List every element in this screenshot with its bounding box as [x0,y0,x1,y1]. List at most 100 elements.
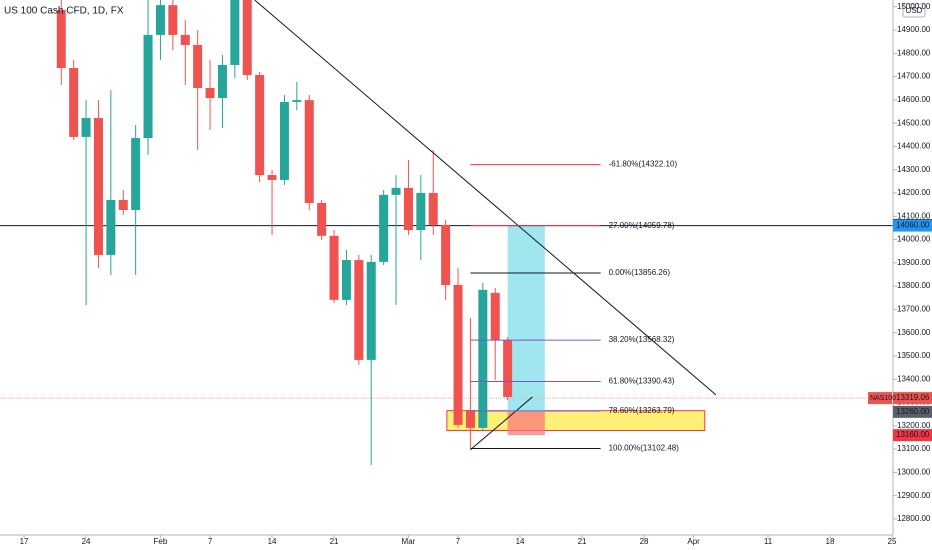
candle-body [279,101,289,180]
fib-label: 100.00%(13102.48) [609,444,680,453]
y-tick-label: 14800.00 [897,48,931,57]
price-label-box [893,219,932,232]
y-tick-label: 13700.00 [897,305,931,314]
fib-label: 61.80%(13390.43) [609,377,675,386]
y-tick-label: 14200.00 [897,188,931,197]
candle-body [317,203,327,236]
candle-body [391,187,401,195]
candle-body [441,224,451,285]
x-tick-label: 14 [516,537,525,546]
fib-label: -61.80%(14322.10) [609,160,678,169]
y-tick-label: 13800.00 [897,281,931,290]
candle-body [428,193,438,225]
y-tick-label: 14300.00 [897,165,931,174]
trendline [470,396,533,451]
candle-body [503,339,513,397]
price-label-box [893,429,932,442]
y-tick-label: 14500.00 [897,118,931,127]
y-tick-label: 14000.00 [897,235,931,244]
y-tick-label: 13200.00 [897,421,931,430]
candle-body [118,199,128,210]
candle-body [478,289,488,428]
x-tick-label: 7 [456,537,461,546]
candle-body [255,74,265,176]
trendline [254,0,717,396]
y-tick-label: 13100.00 [897,444,931,453]
y-tick-label: 13000.00 [897,467,931,476]
x-tick-label: 17 [20,537,29,546]
x-tick-label: Apr [687,537,700,546]
price-tag-box [868,392,892,405]
y-tick-label: 14400.00 [897,142,931,151]
y-tick-label: 14600.00 [897,95,931,104]
candle-body [230,0,240,65]
candle-body [267,175,277,180]
x-tick-label: 14 [268,537,277,546]
y-tick-label: 14700.00 [897,72,931,81]
position-stop [507,411,545,436]
candle-body [465,409,475,428]
x-tick-label: 11 [764,537,773,546]
x-tick-label: 7 [208,537,213,546]
price-label-box [893,392,932,405]
candle-body [131,138,141,210]
y-tick-label: 14100.00 [897,211,931,220]
y-tick-label: 12800.00 [897,514,931,523]
candle-body [143,34,153,139]
candle-body [106,199,116,255]
currency-box[interactable] [902,3,926,18]
candle-body [193,44,203,89]
y-tick-label: 13900.00 [897,258,931,267]
y-tick-label: 13600.00 [897,328,931,337]
candle-body [354,260,364,360]
candle-body [403,187,413,231]
plot-area: -61.80%(14322.10) 27.00%(14059.78) 0.00%(1… [0,0,893,465]
candle-body [242,0,252,75]
price-label: 13160.00 [896,430,930,439]
x-tick-label: 24 [82,537,91,546]
price-label: 13260.00 [896,407,930,416]
position-target [507,225,545,412]
candle-body [81,118,91,137]
candle-body [329,235,339,300]
fib-label: 27.00%(14059.78) [609,221,675,230]
x-tick-label: 28 [640,537,649,546]
candle-body [56,10,66,68]
price-tag: NAS100 [870,395,896,402]
currency[interactable]: USD [906,6,923,15]
candle-body [490,292,500,340]
candle-body [416,193,426,231]
x-tick-label: Feb [154,537,168,546]
candle-body [341,260,351,300]
fib-label: 38.20%(13568.32) [609,335,675,344]
candle-body [379,194,389,262]
candle-body [453,284,463,425]
y-tick-label: 14900.00 [897,25,931,34]
y-tick-label: 13500.00 [897,351,931,360]
x-tick-label: 18 [826,537,835,546]
candle-body [155,5,165,35]
candle-body [304,100,314,204]
x-tick-label: 21 [330,537,339,546]
y-tick-label: 15000.00 [897,2,931,11]
x-tick-label: 25 [888,537,897,546]
x-tick-label: Mar [402,537,416,546]
y-tick-label: 12900.00 [897,491,931,500]
y-tick-label: 13400.00 [897,374,931,383]
candle-body [93,118,103,255]
candle-body [205,88,215,99]
price-label: 14060.00 [896,221,930,230]
fib-label: 0.00%(13856.26) [609,268,671,277]
candle-body [366,261,376,360]
x-tick-label: 21 [578,537,587,546]
fib-label: 78.60%(13263.79) [609,406,675,415]
price-label-box [893,405,932,418]
candle-body [217,64,227,99]
price-label: 13319.06 [896,393,930,402]
candle-body [292,100,302,102]
chart-title: US 100 Cash CFD, 1D, FX [4,6,124,17]
candle-body [180,34,190,45]
candle-body [168,5,178,35]
